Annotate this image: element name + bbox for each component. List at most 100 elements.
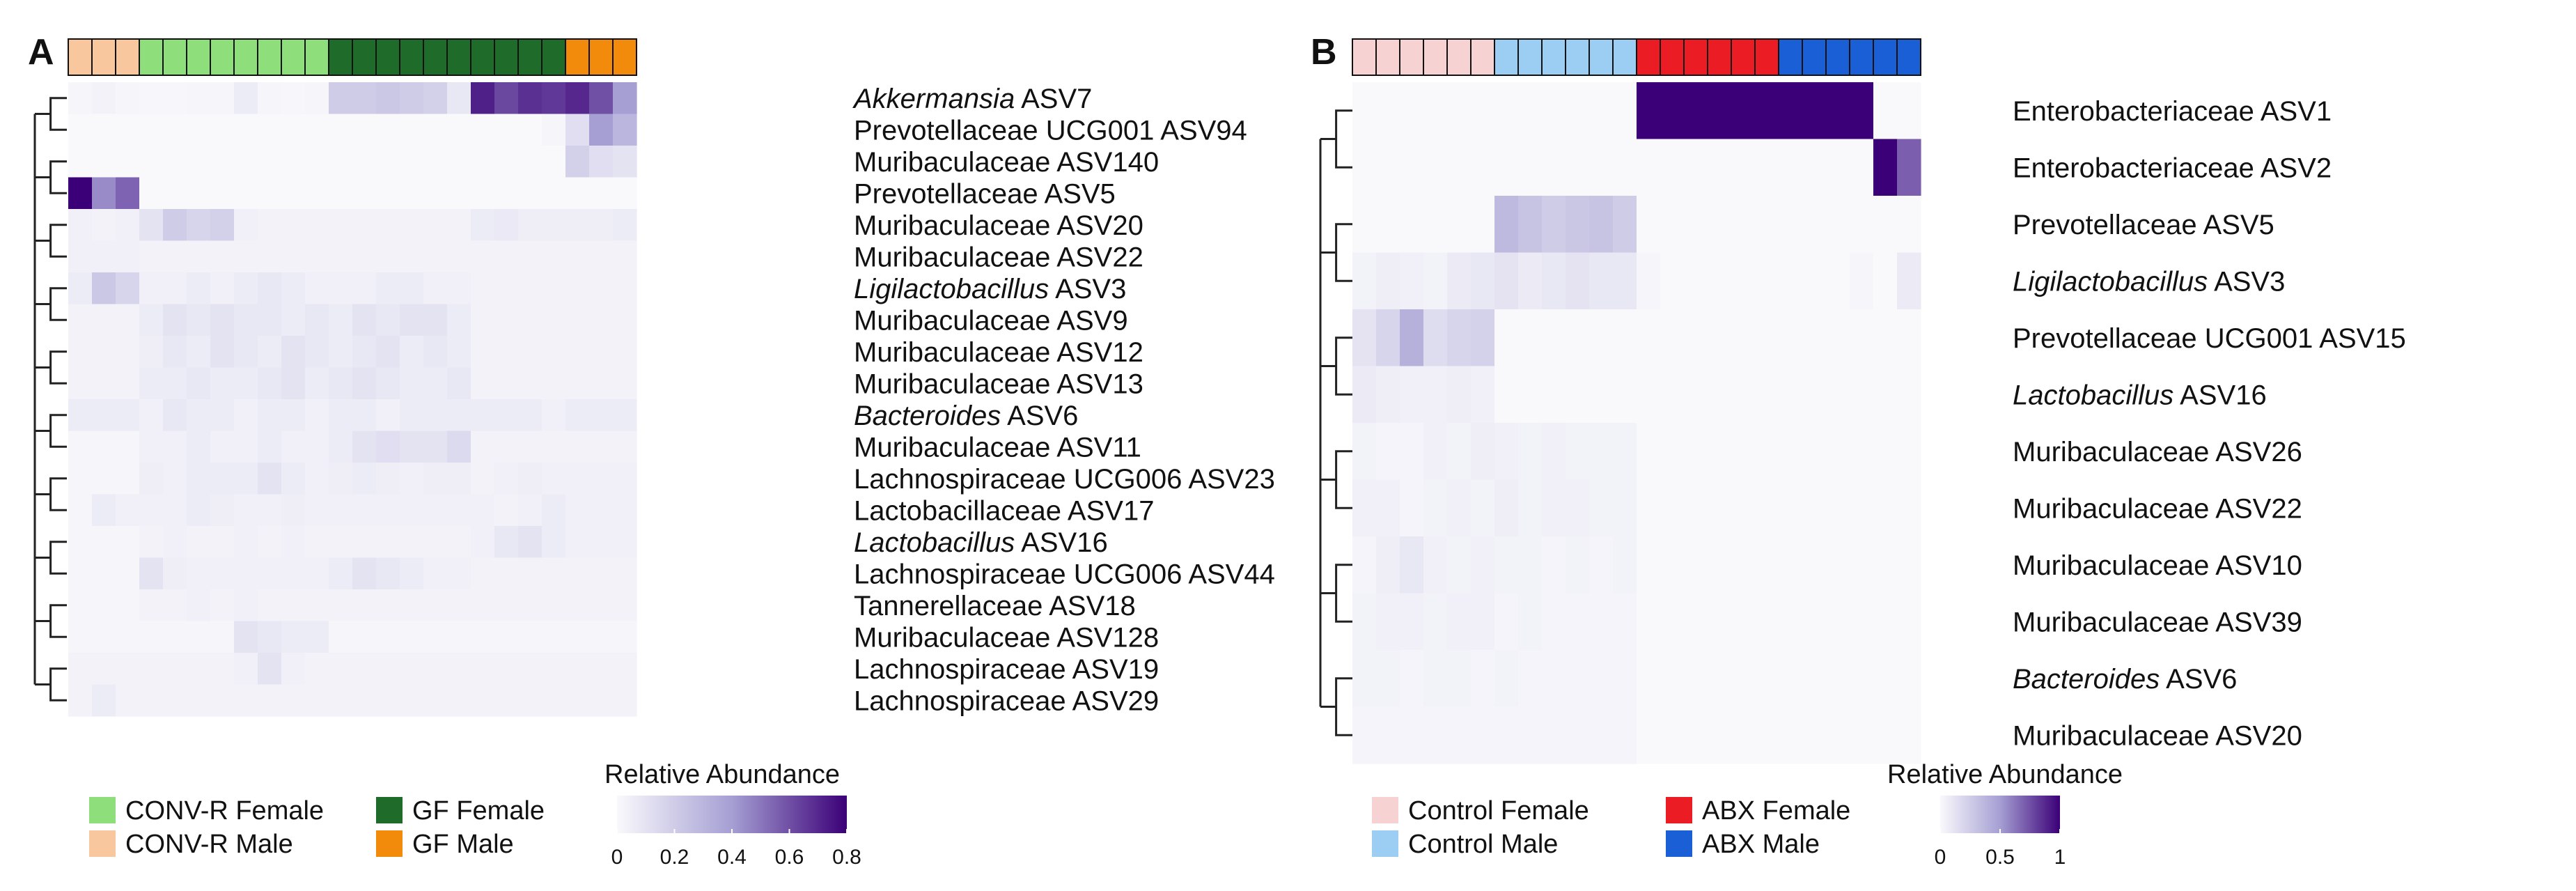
heatmap-cell (1637, 423, 1661, 481)
heatmap-cell (400, 653, 424, 685)
heatmap-cell (305, 304, 329, 336)
legend-swatch-conv-r-male (89, 830, 116, 857)
heatmap-cell (613, 494, 637, 527)
heatmap-cell (1873, 479, 1898, 537)
heatmap-cell (116, 589, 140, 622)
heatmap-cell (589, 114, 614, 146)
heatmap-cell (423, 589, 448, 622)
heatmap-cell (423, 463, 448, 495)
legend-swatch-control-female (1372, 797, 1398, 823)
heatmap-cell (376, 431, 400, 463)
heatmap-cell (400, 336, 424, 369)
dendrogram-branch (49, 224, 67, 258)
heatmap-cell (1779, 196, 1803, 254)
heatmap-cell (163, 209, 187, 242)
heatmap-cell (92, 114, 116, 146)
heatmap-cell (1779, 139, 1803, 196)
heatmap-cell (258, 494, 282, 527)
heatmap-cell (352, 114, 377, 146)
heatmap-cell (1423, 252, 1448, 310)
heatmap-cell (139, 494, 164, 527)
annotation-cell-gf-female (399, 38, 424, 76)
annotation-cell-conv-r-female (304, 38, 329, 76)
heatmap-cell (1826, 252, 1850, 310)
heatmap-cell (1755, 706, 1779, 764)
heatmap-cell (258, 177, 282, 210)
heatmap-cell (1802, 536, 1827, 594)
heatmap-cell (116, 463, 140, 495)
heatmap-cell (1494, 252, 1519, 310)
annotation-cell-abx-male (1849, 38, 1874, 76)
heatmap-cell (1494, 536, 1519, 594)
heatmap-cell (471, 621, 495, 653)
heatmap-cell (471, 431, 495, 463)
heatmap-cell (281, 146, 306, 178)
heatmap-cell (1518, 196, 1543, 254)
heatmap-cell (542, 240, 566, 273)
dendrogram-branch (1335, 336, 1352, 396)
heatmap-cell (1566, 423, 1590, 481)
annotation-cell-control-male (1565, 38, 1590, 76)
row-label: Ligilactobacillus ASV3 (2013, 266, 2285, 297)
heatmap-cell (542, 367, 566, 400)
heatmap-cell (116, 557, 140, 590)
heatmap-cell (1731, 593, 1756, 651)
legend-swatch-control-male (1372, 830, 1398, 857)
heatmap-cell (1637, 650, 1661, 708)
heatmap-cell (1779, 479, 1803, 537)
heatmap-cell (1826, 309, 1850, 367)
heatmap-cell (1873, 423, 1898, 481)
heatmap-cell (1850, 196, 1874, 254)
heatmap-cell (518, 177, 542, 210)
heatmap-cell (1755, 309, 1779, 367)
heatmap-cell (1589, 82, 1614, 140)
legend-label-control-male: Control Male (1408, 830, 1558, 859)
heatmap-cell (447, 177, 471, 210)
heatmap-cell (1826, 82, 1850, 140)
heatmap-cell (139, 367, 164, 400)
annotation-cell-gf-female (517, 38, 542, 76)
annotation-cell-gf-female (541, 38, 566, 76)
heatmap-cell (518, 114, 542, 146)
heatmap-cell (1637, 309, 1661, 367)
heatmap-cell (1447, 593, 1472, 651)
heatmap-cell (68, 684, 93, 717)
heatmap-cell (1589, 139, 1614, 196)
annotation-cell-gf-female (328, 38, 353, 76)
annotation-cell-gf-female (470, 38, 495, 76)
heatmap-cell (613, 684, 637, 717)
heatmap-cell (565, 399, 590, 432)
heatmap-cell (116, 431, 140, 463)
heatmap-cell (447, 336, 471, 369)
heatmap-cell (613, 653, 637, 685)
heatmap-cell (139, 272, 164, 305)
heatmap-cell (447, 557, 471, 590)
heatmap-cell (565, 114, 590, 146)
heatmap-cell (163, 621, 187, 653)
heatmap-cell (258, 589, 282, 622)
heatmap-cell (1494, 423, 1519, 481)
heatmap-cell (352, 653, 377, 685)
heatmap-cell (1471, 196, 1495, 254)
heatmap-cell (542, 463, 566, 495)
heatmap-cell (1731, 479, 1756, 537)
heatmap-cell (1352, 706, 1377, 764)
heatmap-cell (305, 684, 329, 717)
heatmap-cell (1352, 536, 1377, 594)
heatmap-cell (1376, 252, 1400, 310)
heatmap-cell (1613, 706, 1637, 764)
heatmap-cell (376, 653, 400, 685)
heatmap-cell (258, 684, 282, 717)
heatmap-cell (258, 304, 282, 336)
heatmap-cell (1731, 366, 1756, 424)
heatmap-cell (68, 82, 93, 115)
heatmap-cell (518, 621, 542, 653)
heatmap-cell (116, 304, 140, 336)
scale-tick-label: 0.4 (717, 846, 747, 869)
heatmap-cell (234, 114, 258, 146)
heatmap-cell (1731, 252, 1756, 310)
heatmap-cell (1494, 479, 1519, 537)
heatmap-cell (1400, 366, 1424, 424)
dendrogram-branch (49, 160, 67, 194)
heatmap-cell (1873, 593, 1898, 651)
